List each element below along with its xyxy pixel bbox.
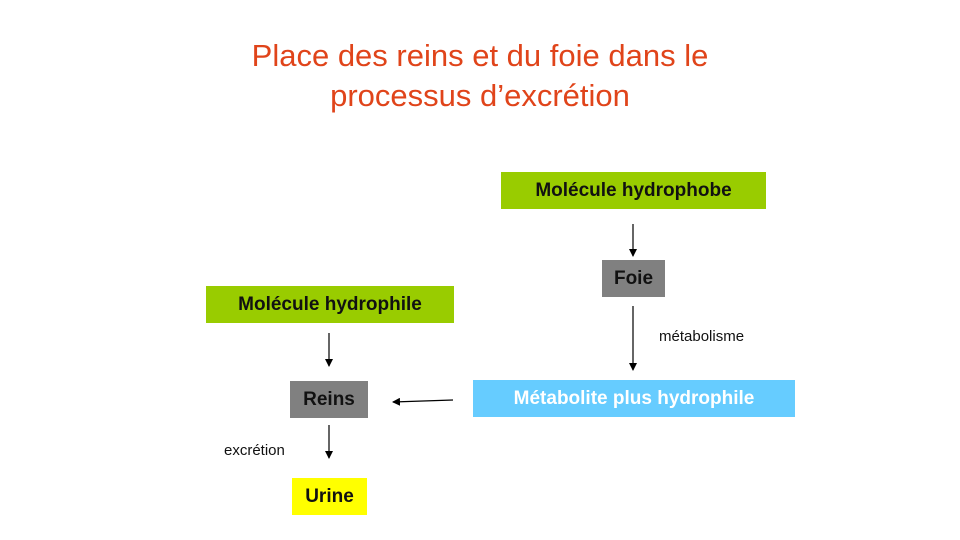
label-excretion: excrétion (224, 442, 285, 459)
title-line-2: processus d’excrétion (330, 78, 630, 113)
node-foie: Foie (602, 260, 665, 297)
node-molecule-hydrophobe: Molécule hydrophobe (501, 172, 766, 209)
slide-title: Place des reins et du foie dans le proce… (0, 36, 960, 116)
arrow-metabolite-to-reins (392, 397, 454, 406)
title-line-1: Place des reins et du foie dans le (251, 38, 709, 73)
node-metabolite: Métabolite plus hydrophile (473, 380, 795, 417)
label-metabolisme: métabolisme (659, 328, 745, 345)
node-reins: Reins (290, 381, 368, 418)
node-urine: Urine (292, 478, 367, 515)
node-molecule-hydrophile: Molécule hydrophile (206, 286, 454, 323)
